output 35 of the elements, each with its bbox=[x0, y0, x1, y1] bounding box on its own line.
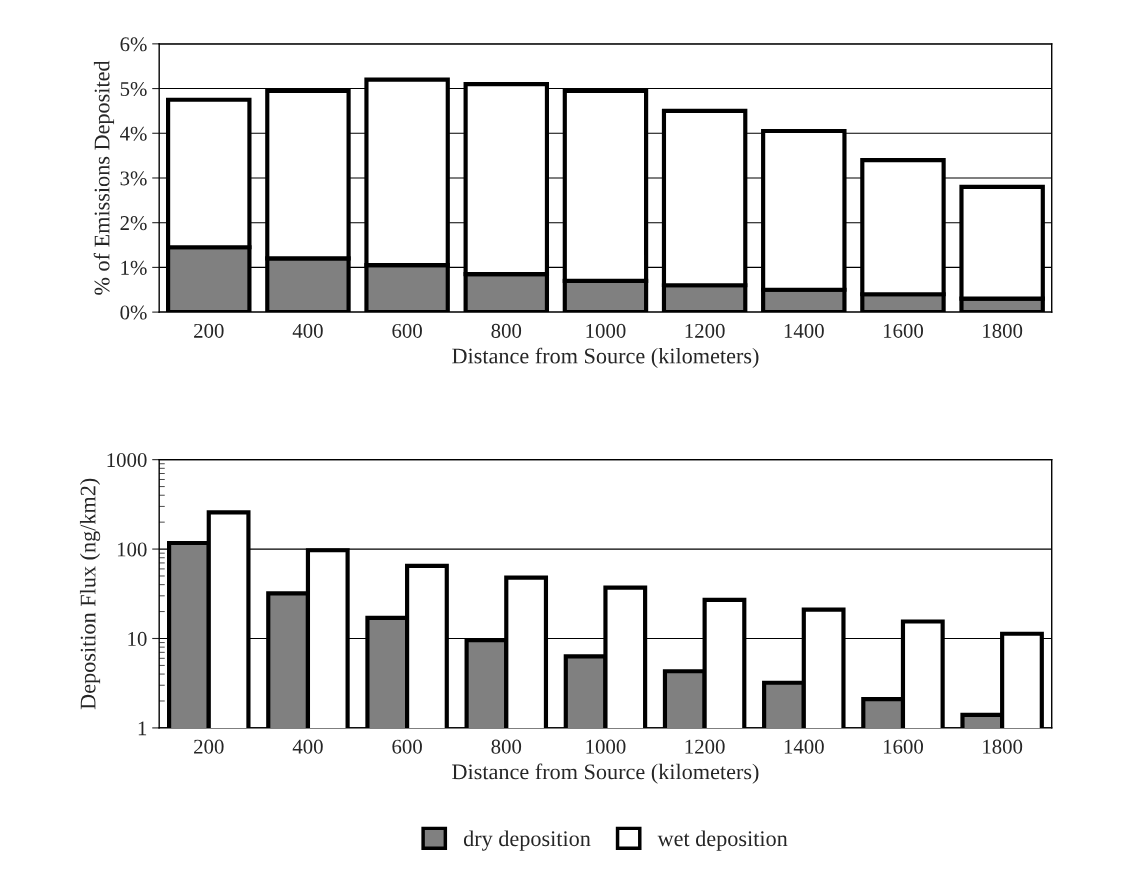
legend-label: wet deposition bbox=[657, 830, 788, 851]
x-tick-label: 1600 bbox=[883, 323, 924, 338]
y-axis-title: % of Emissions Deposited bbox=[93, 60, 115, 295]
x-axis-title: Distance from Source (kilometers) bbox=[452, 347, 759, 369]
x-tick-label: 1800 bbox=[983, 739, 1023, 754]
x-tick-label: 200 bbox=[194, 739, 224, 754]
x-tick-label: 1800 bbox=[983, 323, 1023, 338]
x-tick-label: 1000 bbox=[586, 323, 626, 338]
x-axis-title: Distance from Source (kilometers) bbox=[452, 763, 759, 784]
x-tick-label: 1400 bbox=[784, 739, 824, 754]
x-tick-label: 1200 bbox=[685, 323, 725, 338]
x-tick-label: 200 bbox=[194, 323, 224, 338]
y-axis-title: Deposition Flux (ng/km2) bbox=[79, 478, 101, 710]
x-tick-label: 400 bbox=[292, 739, 323, 754]
y-tick-label: 4% bbox=[120, 126, 147, 141]
x-tick-label: 1000 bbox=[586, 739, 626, 754]
x-tick-label: 1600 bbox=[883, 739, 924, 754]
y-tick-label: 0% bbox=[120, 305, 147, 320]
y-tick-label: 2% bbox=[120, 216, 147, 231]
legend-label: dry deposition bbox=[463, 830, 591, 851]
x-tick-label: 400 bbox=[292, 323, 323, 338]
x-tick-label: 600 bbox=[392, 323, 422, 338]
y-tick-label: 1% bbox=[121, 260, 147, 275]
y-tick-label: 1000 bbox=[107, 453, 147, 468]
x-tick-label: 600 bbox=[392, 739, 422, 754]
x-tick-label: 800 bbox=[491, 323, 522, 338]
y-tick-label: 100 bbox=[117, 542, 147, 557]
y-tick-label: 1 bbox=[138, 721, 147, 736]
x-tick-label: 800 bbox=[491, 739, 522, 754]
x-tick-label: 1400 bbox=[784, 323, 824, 338]
y-tick-label: 3% bbox=[120, 171, 147, 186]
y-tick-label: 6% bbox=[120, 37, 147, 52]
y-tick-label: 5% bbox=[120, 81, 147, 97]
y-tick-label: 10 bbox=[128, 631, 147, 646]
x-tick-label: 1200 bbox=[685, 739, 725, 754]
